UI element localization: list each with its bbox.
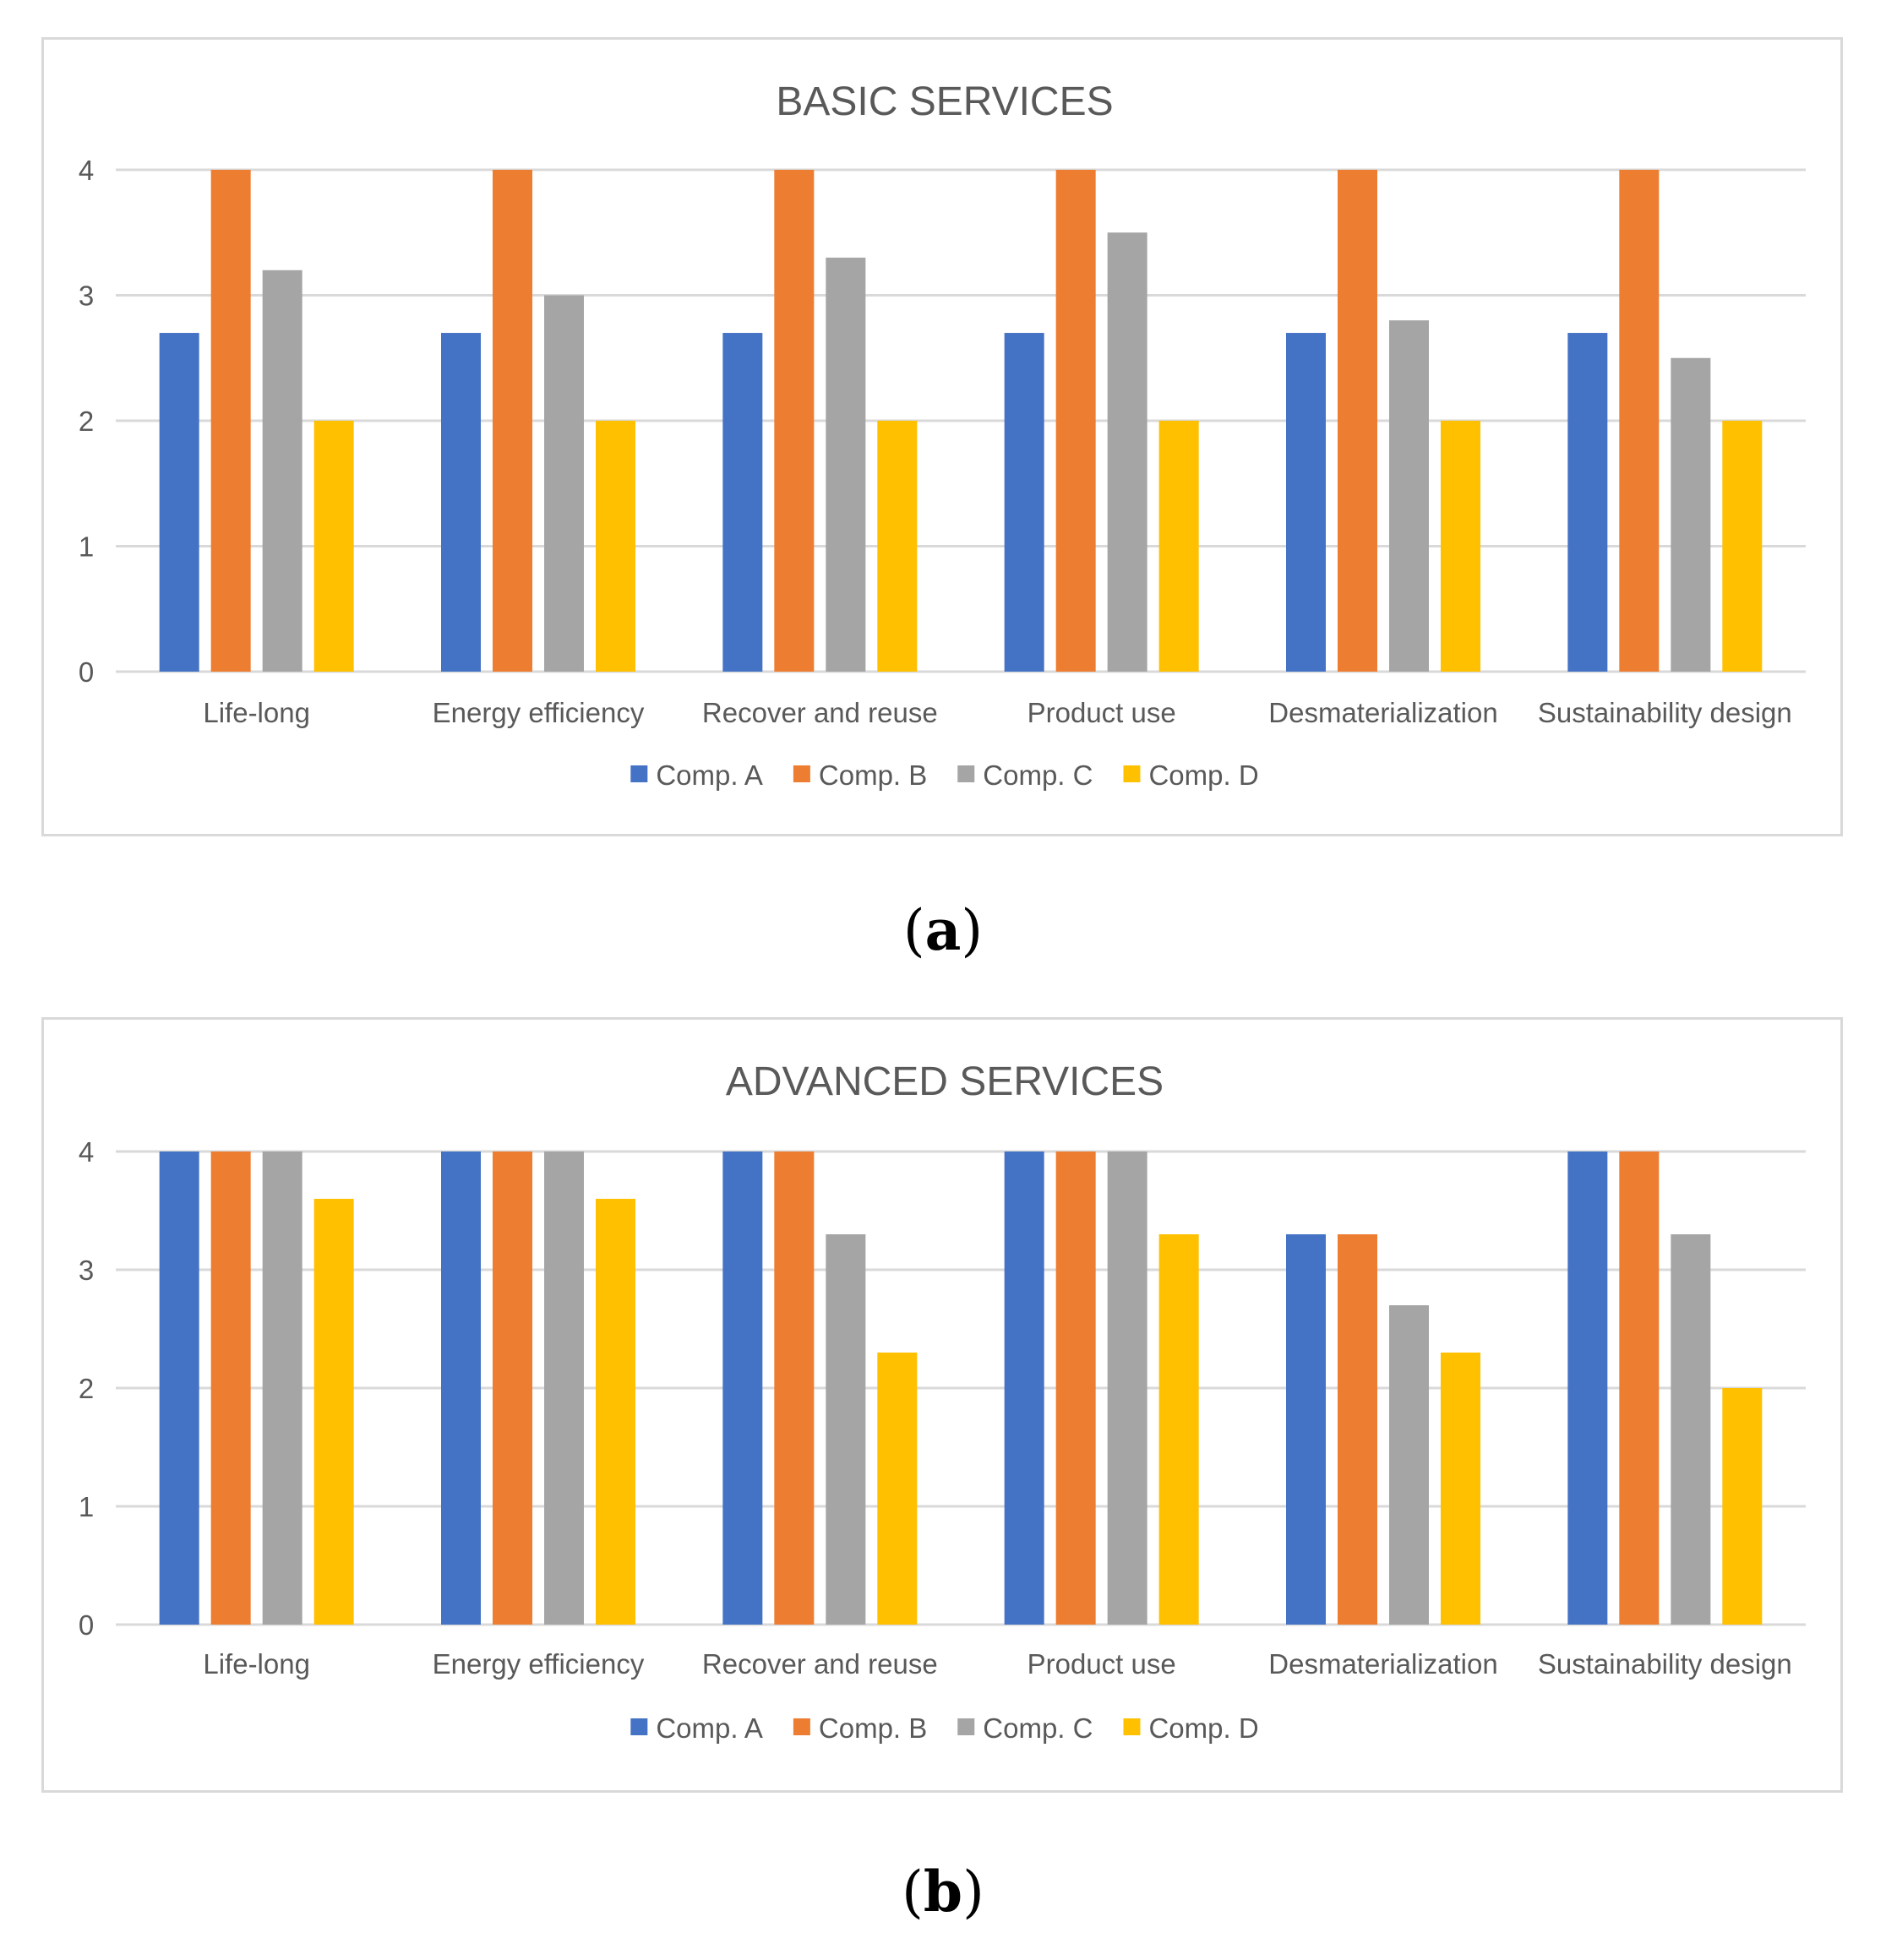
- bar: [1671, 1234, 1711, 1625]
- legend-item-label: Comp. A: [656, 1712, 763, 1744]
- x-tick-label: Product use: [1027, 1648, 1176, 1680]
- chart-a-svg: BASIC SERVICES 0 1 2 3 4 Life-long Energy effi…: [79, 79, 1806, 791]
- bar: [544, 1152, 584, 1625]
- bar: [1338, 1234, 1377, 1625]
- legend-swatch: [957, 1718, 975, 1735]
- x-tick-label: Product use: [1027, 697, 1176, 728]
- bar: [722, 333, 763, 672]
- x-tick-label: Recover and reuse: [702, 1648, 938, 1680]
- y-tick-label: 4: [79, 155, 94, 186]
- bar: [159, 333, 199, 672]
- x-tick-label: Desmaterialization: [1268, 1648, 1497, 1680]
- legend-swatch: [793, 1718, 810, 1735]
- legend-swatch: [1123, 1718, 1141, 1735]
- bar: [1338, 170, 1377, 672]
- y-tick-label: 3: [79, 1255, 94, 1286]
- bar: [1004, 333, 1044, 672]
- x-tick-label: Energy efficiency: [433, 1648, 645, 1680]
- bar: [262, 270, 303, 672]
- bar: [1441, 1353, 1480, 1625]
- bar: [493, 170, 532, 672]
- legend-swatch: [793, 765, 810, 782]
- bar: [596, 1199, 635, 1625]
- bar: [1158, 421, 1199, 672]
- bar: [1671, 357, 1711, 672]
- chart-a: BASIC SERVICES 0 1 2 3 4 Life-long Energy effi…: [41, 37, 1843, 836]
- legend-swatch: [630, 765, 648, 782]
- bar: [826, 257, 866, 672]
- bar: [1441, 421, 1480, 672]
- bar: [441, 333, 481, 672]
- bar: [1567, 1152, 1608, 1625]
- legend-item-label: Comp. D: [1148, 1712, 1258, 1744]
- legend-item-label: Comp. D: [1148, 760, 1258, 791]
- chart-b: ADVANCED SERVICES 0 1 2 3 4 Life-long Energy e…: [41, 1017, 1843, 1793]
- chart-title: BASIC SERVICES: [776, 79, 1113, 124]
- bar: [877, 421, 918, 672]
- bar: [774, 1152, 815, 1625]
- bar: [1567, 333, 1608, 672]
- chart-title: ADVANCED SERVICES: [726, 1059, 1164, 1104]
- bar: [1055, 170, 1096, 672]
- legend-item-label: Comp. A: [656, 760, 763, 791]
- bar: [596, 421, 635, 672]
- x-tick-label: Sustainability design: [1538, 697, 1792, 728]
- x-tick-label: Desmaterialization: [1268, 697, 1497, 728]
- bar: [262, 1152, 303, 1625]
- bar: [1722, 1388, 1763, 1625]
- bar: [1286, 333, 1326, 672]
- y-tick-label: 4: [79, 1136, 94, 1168]
- bar: [826, 1234, 866, 1625]
- bar: [722, 1152, 763, 1625]
- bar: [210, 170, 251, 672]
- x-tick-label: Recover and reuse: [702, 697, 938, 728]
- y-tick-label: 2: [79, 406, 94, 437]
- x-tick-label: Life-long: [203, 1648, 310, 1680]
- bar: [210, 1152, 251, 1625]
- bar: [1389, 1305, 1429, 1625]
- bar: [313, 421, 354, 672]
- bar: [1722, 421, 1763, 672]
- bar: [441, 1152, 481, 1625]
- bar: [1619, 170, 1660, 672]
- bar: [1107, 1152, 1147, 1625]
- y-tick-label: 1: [79, 531, 94, 563]
- panel-label-a: (a): [902, 897, 984, 963]
- panel-label-b: (b): [902, 1859, 984, 1925]
- bar: [313, 1199, 354, 1625]
- legend-item-label: Comp. C: [983, 760, 1093, 791]
- bar: [1389, 320, 1429, 672]
- bar: [1619, 1152, 1660, 1625]
- bar: [1055, 1152, 1096, 1625]
- legend-swatch: [630, 1718, 648, 1735]
- y-tick-label: 0: [79, 1609, 94, 1641]
- legend-swatch: [1123, 765, 1141, 782]
- chart-b-svg: ADVANCED SERVICES 0 1 2 3 4 Life-long Energy e…: [79, 1059, 1806, 1744]
- bar: [544, 295, 584, 672]
- bar: [877, 1353, 918, 1625]
- legend-item-label: Comp. C: [983, 1712, 1093, 1744]
- y-tick-label: 2: [79, 1373, 94, 1404]
- bar: [1286, 1234, 1326, 1625]
- y-tick-label: 3: [79, 280, 94, 312]
- x-tick-label: Life-long: [203, 697, 310, 728]
- legend-item-label: Comp. B: [819, 760, 927, 791]
- legend-swatch: [957, 765, 975, 782]
- bar: [1004, 1152, 1044, 1625]
- y-tick-label: 0: [79, 656, 94, 688]
- x-tick-label: Energy efficiency: [433, 697, 645, 728]
- legend-item-label: Comp. B: [819, 1712, 927, 1744]
- bar: [493, 1152, 532, 1625]
- bar: [774, 170, 815, 672]
- y-tick-label: 1: [79, 1491, 94, 1522]
- bar: [1158, 1234, 1199, 1625]
- x-tick-label: Sustainability design: [1538, 1648, 1792, 1680]
- bar: [1107, 232, 1147, 672]
- bar: [159, 1152, 199, 1625]
